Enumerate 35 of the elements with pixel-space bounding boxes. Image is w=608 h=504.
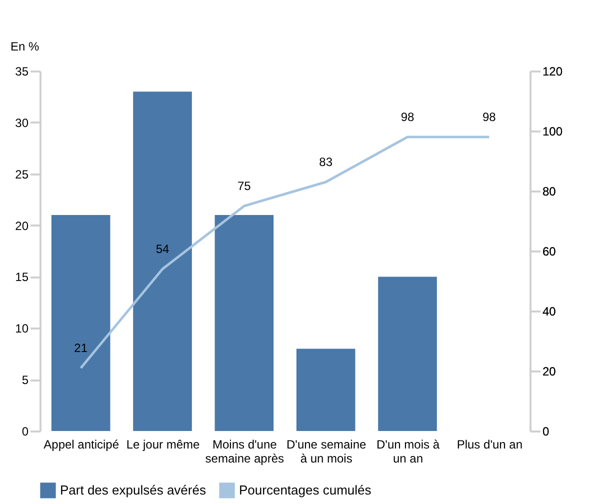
y2-tick-label: 40: [542, 304, 556, 318]
y-tick-label: 10: [15, 322, 29, 336]
data-label: 98: [482, 110, 496, 124]
y-axis-title: En %: [10, 40, 40, 54]
y-tick-label: 25: [15, 167, 29, 182]
data-label: 21: [74, 341, 88, 355]
x-tick-label: Moins d'une semaine après: [205, 438, 284, 466]
y-tick-label: 15: [15, 270, 29, 284]
y2-tick-label: 80: [542, 184, 556, 198]
data-label: 83: [319, 155, 333, 169]
y-tick-label: 20: [15, 218, 29, 233]
data-label: 75: [237, 179, 252, 193]
x-tick-label: D'une semaine à un mois: [286, 438, 366, 466]
y2-tick-label: 120: [542, 64, 563, 78]
x-tick-label: D'un mois à un an: [376, 438, 440, 466]
y-tick-label: 35: [15, 64, 29, 78]
bar: [296, 348, 356, 431]
x-tick-label: Plus d'un an: [456, 438, 523, 452]
y-tick-label: 5: [22, 373, 29, 388]
y2-tick-label: 60: [542, 244, 556, 258]
legend-label: Pourcentages cumulés: [239, 482, 372, 498]
x-tick-label: Le jour même: [126, 438, 200, 452]
y-tick-label: 30: [15, 116, 29, 130]
bar: [133, 92, 192, 431]
y2-tick-label: 100: [542, 124, 563, 138]
bar: [214, 215, 274, 431]
y2-tick-label: 20: [542, 364, 556, 378]
data-label: 98: [400, 110, 414, 124]
y2-tick-label: 0: [542, 424, 550, 438]
bar: [51, 215, 110, 431]
bar: [378, 276, 437, 431]
legend-label: Part des expulsés avérés: [60, 482, 206, 498]
data-label: 54: [156, 242, 170, 256]
x-tick-label: Appel anticipé: [44, 438, 120, 452]
y-tick-label: 0: [22, 424, 29, 438]
